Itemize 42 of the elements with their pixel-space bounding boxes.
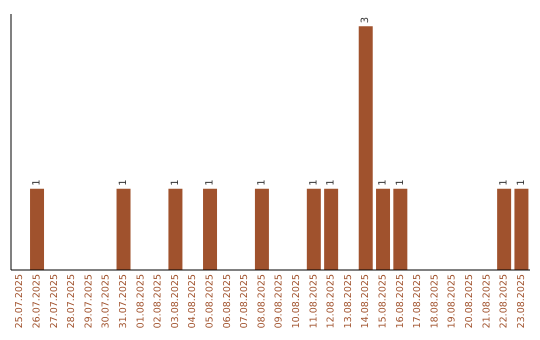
x-tick-label: 26.07.2025 [31, 274, 42, 328]
x-tick-label: 11.08.2025 [308, 274, 320, 328]
x-tick-label: 31.07.2025 [118, 274, 129, 328]
x-tick-label: 21.08.2025 [481, 274, 492, 328]
data-label: 1 [394, 179, 406, 186]
data-label: 1 [32, 179, 43, 186]
data-label: 1 [326, 179, 337, 186]
x-tick-label: 13.08.2025 [342, 274, 354, 328]
x-tick-label: 06.08.2025 [222, 274, 233, 328]
x-tick-label: 07.08.2025 [239, 274, 250, 328]
data-label: 1 [498, 179, 510, 186]
x-tick-label: 02.08.2025 [152, 274, 164, 328]
x-tick-label: 17.08.2025 [412, 274, 424, 328]
x-tick-label: 18.08.2025 [429, 274, 440, 328]
data-label: 1 [516, 179, 527, 186]
x-tick-label: 14.08.2025 [360, 274, 372, 328]
x-tick-label: 27.07.2025 [48, 274, 60, 328]
x-tick-label: 15.08.2025 [377, 274, 388, 328]
x-tick-label: 20.08.2025 [464, 274, 475, 328]
x-tick-label: 04.08.2025 [187, 274, 198, 328]
x-tick-label: 29.07.2025 [83, 274, 94, 328]
data-label: 1 [118, 179, 130, 186]
x-tick-label: 12.08.2025 [326, 274, 337, 328]
data-label: 1 [204, 179, 216, 186]
x-tick-label: 09.08.2025 [274, 274, 285, 328]
x-tick-label: 28.07.2025 [66, 274, 78, 328]
data-label: 1 [308, 179, 320, 186]
x-tick-label: 23.08.2025 [516, 274, 527, 328]
x-tick-label: 19.08.2025 [446, 274, 458, 328]
x-tick-label: 25.07.2025 [14, 274, 26, 328]
x-tick-label: 01.08.2025 [135, 274, 146, 328]
x-tick-label: 16.08.2025 [394, 274, 406, 328]
data-label: 1 [256, 179, 268, 186]
data-label: 1 [378, 179, 389, 186]
data-label: 1 [170, 179, 181, 186]
x-tick-label: 08.08.2025 [256, 274, 268, 328]
data-label: 3 [360, 16, 372, 24]
x-tick-label: 22.08.2025 [498, 274, 510, 328]
x-tick-label: 10.08.2025 [290, 274, 302, 328]
x-tick-label: 05.08.2025 [204, 274, 216, 328]
x-tick-label: 03.08.2025 [170, 274, 181, 328]
x-tick-label: 30.07.2025 [100, 274, 112, 328]
